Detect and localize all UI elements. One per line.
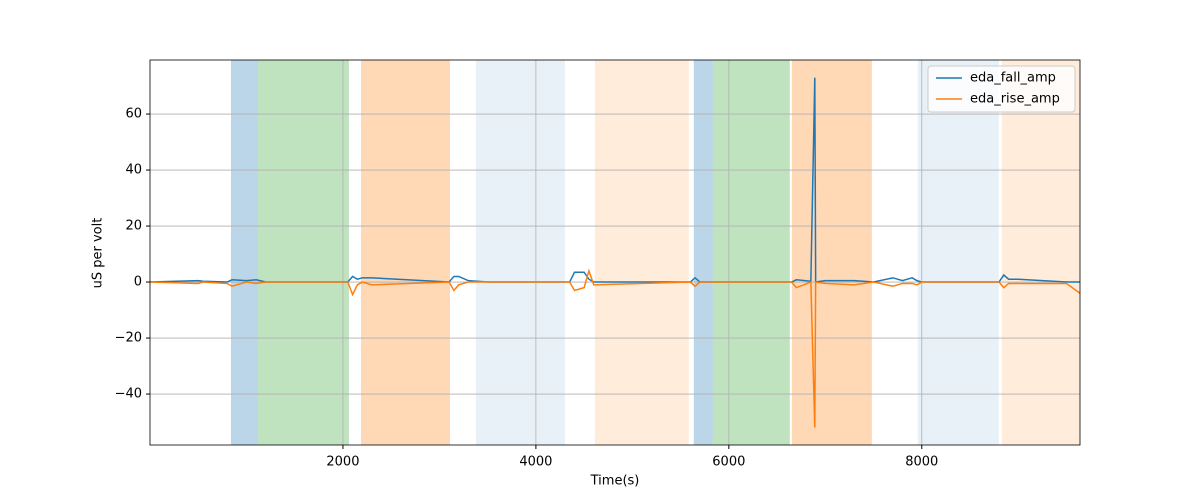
legend: eda_fall_amp eda_rise_amp — [927, 65, 1076, 113]
y-tick-label: 0 — [134, 275, 142, 290]
legend-label: eda_fall_amp — [970, 71, 1056, 86]
span — [257, 60, 349, 445]
span — [230, 60, 258, 445]
line — [149, 268, 1081, 428]
span — [475, 60, 565, 445]
x-axis-label: Time(s) — [590, 474, 640, 489]
x-tick-label: 8000 — [905, 455, 938, 470]
x-tick-label: 6000 — [712, 455, 745, 470]
span — [360, 60, 450, 445]
y-tick-label: 20 — [125, 219, 142, 234]
span — [791, 60, 872, 445]
y-tick-label: 60 — [125, 107, 142, 122]
legend-box — [927, 65, 1076, 113]
x-tick-label: 2000 — [326, 455, 359, 470]
span — [917, 60, 999, 445]
plot-frame — [149, 59, 1081, 446]
span — [712, 60, 790, 445]
y-axis-label: uS per volt — [91, 218, 106, 289]
span — [693, 60, 713, 445]
span — [1001, 60, 1080, 445]
y-tick-label: −40 — [115, 387, 142, 402]
span — [594, 60, 689, 445]
y-tick-label: 40 — [125, 163, 142, 178]
legend-label: eda_rise_amp — [970, 92, 1060, 107]
x-tick-label: 4000 — [519, 455, 552, 470]
y-tick-label: −20 — [115, 331, 142, 346]
